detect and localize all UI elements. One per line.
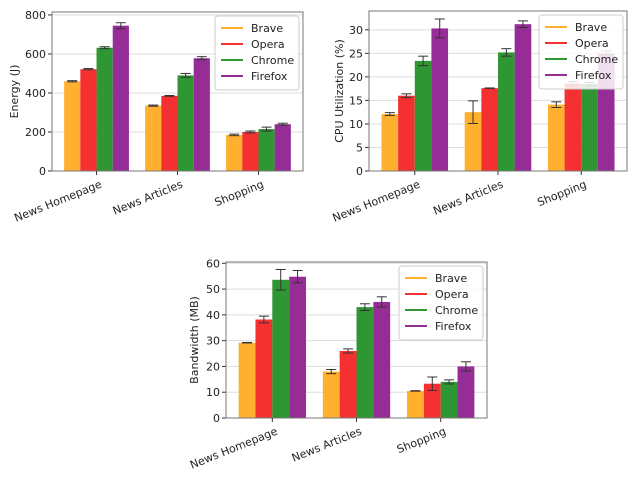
y-tick-label: 0 <box>213 412 220 425</box>
bar-opera-1 <box>161 95 178 171</box>
y-tick-label: 800 <box>25 9 46 22</box>
bar-opera-1 <box>339 350 357 418</box>
y-tick-label: 60 <box>206 257 220 270</box>
bar-chrome-2 <box>440 381 458 418</box>
y-tick-label: 10 <box>206 386 220 399</box>
bar-brave-0 <box>64 81 81 171</box>
y-tick-label: 50 <box>206 283 220 296</box>
legend-label-chrome: Chrome <box>251 54 294 67</box>
x-tick-label: Shopping <box>536 178 589 209</box>
x-tick-label: Shopping <box>395 425 448 456</box>
legend-box <box>538 14 624 90</box>
bar-firefox-1 <box>514 24 532 172</box>
chart-panel-1: 0 5 10 15 20 25 30 News Homepage News Articles Sh… <box>331 10 628 225</box>
bar-chrome-0 <box>96 47 113 171</box>
legend-label-chrome: Chrome <box>575 53 618 66</box>
bar-opera-0 <box>80 69 97 171</box>
y-tick-label: 30 <box>206 335 220 348</box>
bar-brave-0 <box>381 114 399 171</box>
y-tick-label: 25 <box>349 47 363 60</box>
legend-label-brave: Brave <box>575 21 607 34</box>
legend: Brave Opera Chrome Firefox <box>398 265 484 341</box>
bar-brave-1 <box>145 105 162 171</box>
bar-brave-0 <box>238 342 256 418</box>
bar-chrome-1 <box>356 307 374 418</box>
bar-firefox-1 <box>373 301 391 418</box>
bar-opera-1 <box>481 88 498 171</box>
bar-firefox-0 <box>112 25 129 171</box>
y-tick-label: 200 <box>25 126 46 139</box>
bar-brave-1 <box>322 371 340 418</box>
y-tick-label: 40 <box>206 309 220 322</box>
x-tick-label: News Homepage <box>12 178 103 225</box>
y-tick-label: 5 <box>356 141 363 154</box>
legend-label-firefox: Firefox <box>251 70 288 83</box>
bar-brave-2 <box>547 104 565 171</box>
y-tick-label: 0 <box>39 165 46 178</box>
bar-opera-0 <box>255 319 273 418</box>
y-tick-label: 20 <box>206 360 220 373</box>
y-axis-label: Bandwidth (MB) <box>188 296 201 384</box>
legend-label-opera: Opera <box>435 288 469 301</box>
bar-firefox-2 <box>274 124 291 171</box>
bar-brave-1 <box>464 112 482 171</box>
y-tick-label: 400 <box>25 87 46 100</box>
y-axis-label: Energy (J) <box>8 65 21 119</box>
legend: Brave Opera Chrome Firefox <box>538 14 624 90</box>
bar-firefox-0 <box>431 28 449 172</box>
y-tick-label: 15 <box>349 94 363 107</box>
bar-chrome-2 <box>258 129 275 171</box>
legend: Brave Opera Chrome Firefox <box>214 15 300 91</box>
bar-chrome-0 <box>272 279 290 418</box>
y-tick-label: 30 <box>349 24 363 37</box>
bar-chrome-1 <box>498 52 515 171</box>
legend-label-opera: Opera <box>575 37 609 50</box>
bar-chrome-0 <box>414 60 432 171</box>
legend-box <box>214 15 300 91</box>
bar-opera-2 <box>564 83 582 171</box>
bar-firefox-0 <box>289 276 306 418</box>
y-tick-label: 0 <box>356 165 363 178</box>
chart-panel-2: 0 10 20 30 40 50 60 News Homepage News Articles S… <box>188 257 488 472</box>
legend-label-chrome: Chrome <box>435 304 478 317</box>
x-tick-label: News Articles <box>290 425 364 465</box>
x-tick-label: Shopping <box>213 178 266 209</box>
legend-box <box>398 265 484 341</box>
bar-brave-2 <box>226 134 243 171</box>
y-axis-label: CPU Utilization (%) <box>333 39 346 143</box>
legend-label-firefox: Firefox <box>435 320 472 333</box>
bar-brave-2 <box>407 390 424 418</box>
bar-firefox-1 <box>193 58 210 171</box>
legend-label-brave: Brave <box>435 272 467 285</box>
legend-label-opera: Opera <box>251 38 285 51</box>
legend-label-brave: Brave <box>251 22 283 35</box>
bar-chrome-2 <box>581 83 598 171</box>
bar-opera-2 <box>242 131 259 171</box>
chart-panel-0: 0 200 400 600 800 News Homepage News Articles S… <box>8 9 304 225</box>
bar-firefox-2 <box>457 366 475 418</box>
bar-opera-2 <box>423 383 441 418</box>
bar-opera-0 <box>398 95 415 171</box>
x-tick-label: News Homepage <box>188 425 279 472</box>
y-tick-label: 600 <box>25 48 46 61</box>
y-tick-label: 20 <box>349 71 363 84</box>
y-tick-label: 10 <box>349 118 363 131</box>
x-tick-label: News Articles <box>111 178 185 218</box>
legend-label-firefox: Firefox <box>575 69 612 82</box>
x-tick-label: News Articles <box>431 178 505 218</box>
x-tick-label: News Homepage <box>331 178 422 225</box>
bar-chrome-1 <box>177 75 194 171</box>
